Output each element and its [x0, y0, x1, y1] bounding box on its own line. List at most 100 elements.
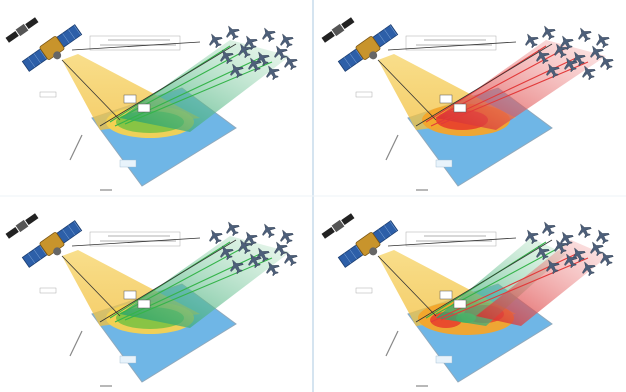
satellite-label-box [355, 91, 373, 98]
connector-line [387, 41, 517, 51]
aircraft-icon [220, 245, 234, 261]
aircraft-icon [238, 239, 252, 255]
satellite-dish [53, 247, 62, 256]
panel-grid-line [389, 25, 397, 36]
ground-label-box [435, 355, 453, 364]
aircraft-shape [280, 229, 294, 245]
label-box [439, 290, 453, 300]
aircraft-shape [525, 33, 539, 49]
small-panel-left [5, 30, 19, 43]
panel-grid-line [349, 53, 357, 64]
connector-line [71, 237, 201, 247]
panel-grid-line [343, 253, 352, 264]
aircraft-icon [582, 65, 596, 81]
aircraft-icon [226, 25, 240, 41]
aircraft-icon [274, 45, 288, 61]
aircraft-icon [280, 33, 294, 49]
panel-top-left [5, 17, 298, 191]
aircraft-icon [274, 241, 288, 257]
aircraft-shape [596, 33, 610, 49]
aircraft-shape [220, 49, 234, 65]
aircraft-icon [596, 33, 610, 49]
aircraft-shape [536, 245, 550, 261]
aircraft-icon [590, 45, 604, 61]
aircraft-icon [525, 229, 539, 245]
aircraft-icon [230, 63, 244, 79]
panel-grid-line [27, 253, 36, 264]
panel-grid-line [68, 29, 76, 40]
panel-grid-line [349, 249, 357, 260]
label-box [453, 299, 467, 309]
aircraft-icon [554, 239, 568, 255]
small-satellite-icon [5, 213, 39, 239]
aircraft-icon [525, 33, 539, 49]
panel-grid-line [68, 225, 76, 236]
aircraft-icon [596, 229, 610, 245]
aircraft-shape [590, 241, 604, 257]
aircraft-icon [280, 229, 294, 245]
small-panel-right [25, 213, 39, 226]
panel-grid-line [33, 249, 41, 260]
beam-edge-line [61, 255, 121, 317]
aircraft-icon [554, 43, 568, 59]
satellite-icon [21, 220, 83, 268]
aircraft-icon [238, 43, 252, 59]
aircraft-icon [590, 241, 604, 257]
panel-grid-line [73, 221, 81, 232]
panel-grid-line [39, 245, 47, 256]
aircraft-shape [536, 49, 550, 65]
aircraft-shape [266, 65, 280, 81]
beam-edge-line [61, 59, 121, 121]
satellite-dish [369, 247, 378, 256]
small-panel-left [321, 30, 335, 43]
satellite-dish [369, 51, 378, 60]
ground-label-box [435, 159, 453, 168]
aircraft-icon [546, 63, 560, 79]
aircraft-icon [284, 55, 298, 71]
connector-line [387, 237, 517, 247]
aircraft-shape [238, 43, 252, 59]
aircraft-shape [560, 35, 574, 51]
link-line [124, 61, 273, 125]
panel-grid-line [384, 29, 392, 40]
aircraft-shape [280, 33, 294, 49]
label-box [453, 103, 467, 113]
aircraft-shape [546, 63, 560, 79]
aircraft-icon [560, 35, 574, 51]
small-panel-right [341, 213, 355, 226]
aircraft-shape [274, 45, 288, 61]
link-line [440, 257, 589, 321]
aircraft-shape [248, 57, 262, 73]
link-line [440, 61, 589, 125]
panel-grid-line [343, 57, 352, 68]
link-beam [120, 236, 290, 328]
beam-edge-line [415, 43, 553, 127]
aircraft-shape [600, 55, 614, 71]
aircraft-icon [600, 251, 614, 267]
aircraft-shape [542, 221, 556, 237]
beam-edge-line [377, 255, 437, 317]
small-body [331, 219, 345, 233]
aircraft-shape [578, 27, 592, 43]
satellite-dish [53, 51, 62, 60]
panel-grid-line [62, 33, 70, 44]
aircraft-icon [262, 223, 276, 239]
aircraft-shape [262, 223, 276, 239]
aircraft-shape [209, 33, 223, 49]
small-panel-left [321, 226, 335, 239]
aircraft-icon [578, 223, 592, 239]
panel-grid-line [355, 245, 363, 256]
aircraft-shape [238, 239, 252, 255]
label-box [137, 299, 151, 309]
aircraft-icon [209, 33, 223, 49]
aircraft-icon [536, 245, 550, 261]
aircraft-shape [596, 229, 610, 245]
panel-grid-line [389, 221, 397, 232]
aircraft-icon [546, 259, 560, 275]
label-box [137, 103, 151, 113]
panel-grid-line [27, 57, 36, 68]
aircraft-icon [248, 57, 262, 73]
aircraft-shape [582, 261, 596, 277]
aircraft-shape [590, 45, 604, 61]
